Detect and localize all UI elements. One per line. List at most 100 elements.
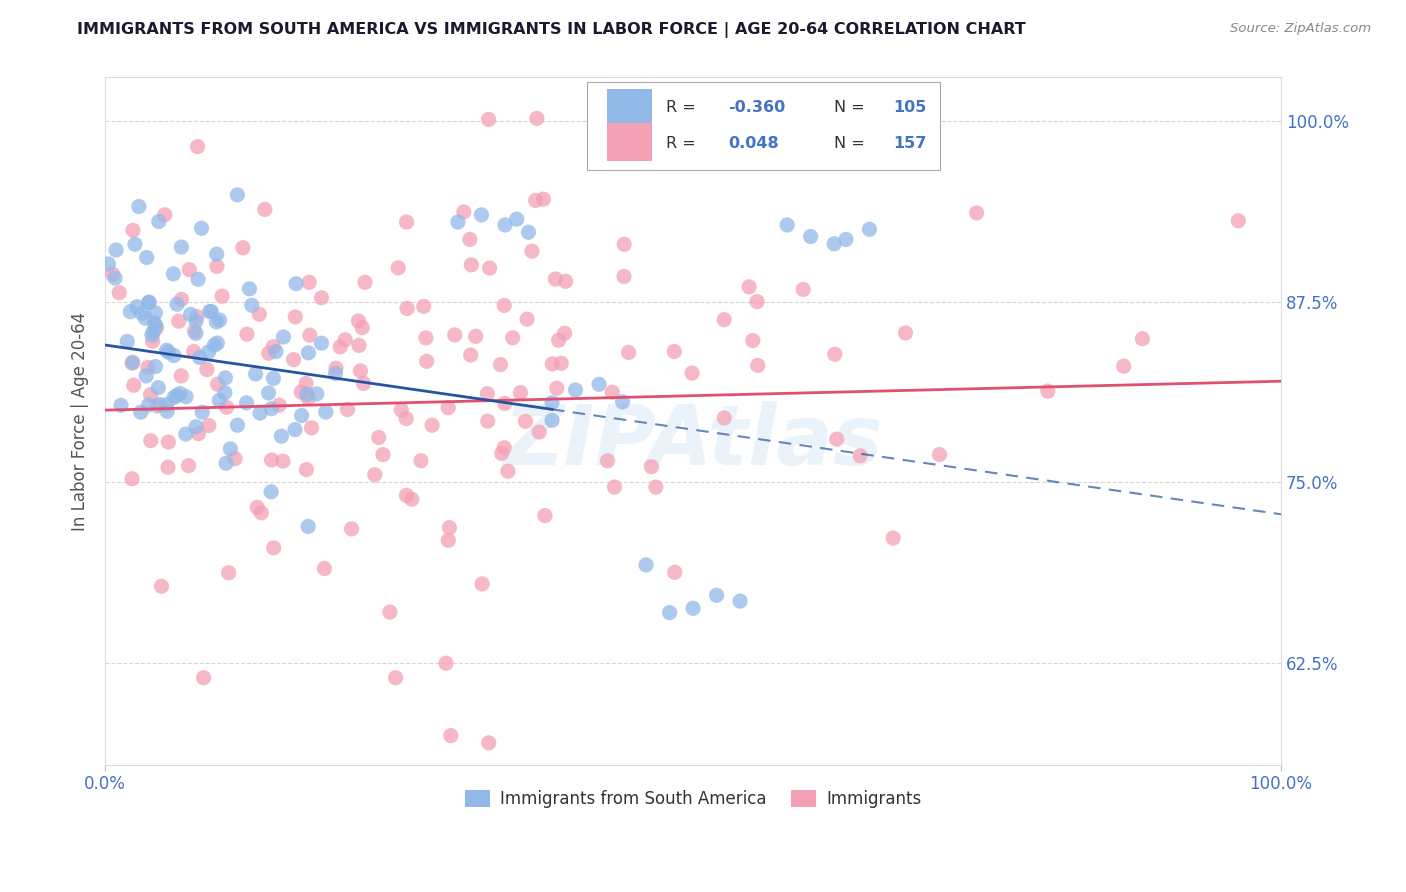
Point <box>494 218 516 232</box>
Point <box>148 381 170 395</box>
Point <box>401 492 423 507</box>
Point <box>354 276 377 290</box>
Point <box>409 454 432 468</box>
Point <box>184 326 207 341</box>
Point <box>190 221 212 235</box>
Point <box>193 671 215 685</box>
Point <box>295 376 318 391</box>
Point <box>440 729 463 743</box>
Point <box>713 411 735 425</box>
Point <box>298 328 321 343</box>
Point <box>371 448 394 462</box>
Point <box>706 588 728 602</box>
Point <box>367 430 389 444</box>
Point <box>415 331 437 345</box>
Point <box>336 402 359 417</box>
Point <box>246 500 269 515</box>
Point <box>174 390 197 404</box>
Point <box>162 267 184 281</box>
Point <box>117 334 139 349</box>
Point <box>347 338 370 352</box>
Text: 157: 157 <box>893 136 927 151</box>
Point <box>664 566 686 580</box>
Point <box>738 280 761 294</box>
Point <box>747 359 769 373</box>
Point <box>603 480 626 494</box>
Point <box>284 423 307 437</box>
Point <box>544 272 567 286</box>
Point <box>215 401 238 415</box>
Point <box>131 306 153 320</box>
Point <box>232 241 254 255</box>
Point <box>156 460 179 475</box>
Point <box>187 272 209 286</box>
Point <box>257 386 280 401</box>
Point <box>211 289 233 303</box>
Text: -0.360: -0.360 <box>728 101 786 115</box>
Point <box>347 314 370 328</box>
Point <box>295 463 318 477</box>
Point <box>198 304 221 318</box>
Point <box>494 396 516 410</box>
Point <box>271 454 294 468</box>
Point <box>824 347 846 361</box>
Point <box>613 237 636 252</box>
Point <box>104 271 127 285</box>
Point <box>541 396 564 410</box>
Point <box>195 362 218 376</box>
Point <box>166 297 188 311</box>
Point <box>600 385 623 400</box>
Bar <box>607 88 652 127</box>
Point <box>208 313 231 327</box>
Point <box>664 344 686 359</box>
Point <box>437 533 460 548</box>
Point <box>215 456 238 470</box>
Point <box>681 366 703 380</box>
Point <box>187 139 209 153</box>
Point <box>284 310 307 324</box>
Point <box>412 299 434 313</box>
Point <box>882 531 904 545</box>
Point <box>226 418 249 433</box>
Point <box>612 394 634 409</box>
Point <box>142 325 165 339</box>
Point <box>260 453 283 467</box>
Point <box>235 396 257 410</box>
Point <box>349 364 371 378</box>
Point <box>325 361 347 376</box>
Point <box>550 356 572 370</box>
Point <box>640 459 662 474</box>
Point <box>494 298 516 312</box>
Point <box>208 393 231 408</box>
Point <box>298 275 321 289</box>
Point <box>260 401 283 416</box>
Point <box>509 385 531 400</box>
Point <box>340 522 363 536</box>
Point <box>447 215 470 229</box>
Point <box>634 558 657 572</box>
Point <box>314 561 336 575</box>
Point <box>179 262 201 277</box>
Point <box>247 307 270 321</box>
Point <box>236 327 259 342</box>
Text: N =: N = <box>834 136 870 151</box>
Point <box>664 120 686 134</box>
Point <box>554 326 576 341</box>
Point <box>166 389 188 403</box>
Point <box>108 285 131 300</box>
Point <box>148 214 170 228</box>
Point <box>153 208 176 222</box>
Point <box>188 351 211 365</box>
Point <box>966 206 988 220</box>
Point <box>301 421 323 435</box>
Point <box>163 349 186 363</box>
Point <box>658 606 681 620</box>
Point <box>1112 359 1135 374</box>
Point <box>197 345 219 359</box>
Point <box>305 386 328 401</box>
Point <box>395 411 418 425</box>
Point <box>387 260 409 275</box>
Point <box>520 244 543 259</box>
Point <box>1132 332 1154 346</box>
Point <box>273 330 295 344</box>
